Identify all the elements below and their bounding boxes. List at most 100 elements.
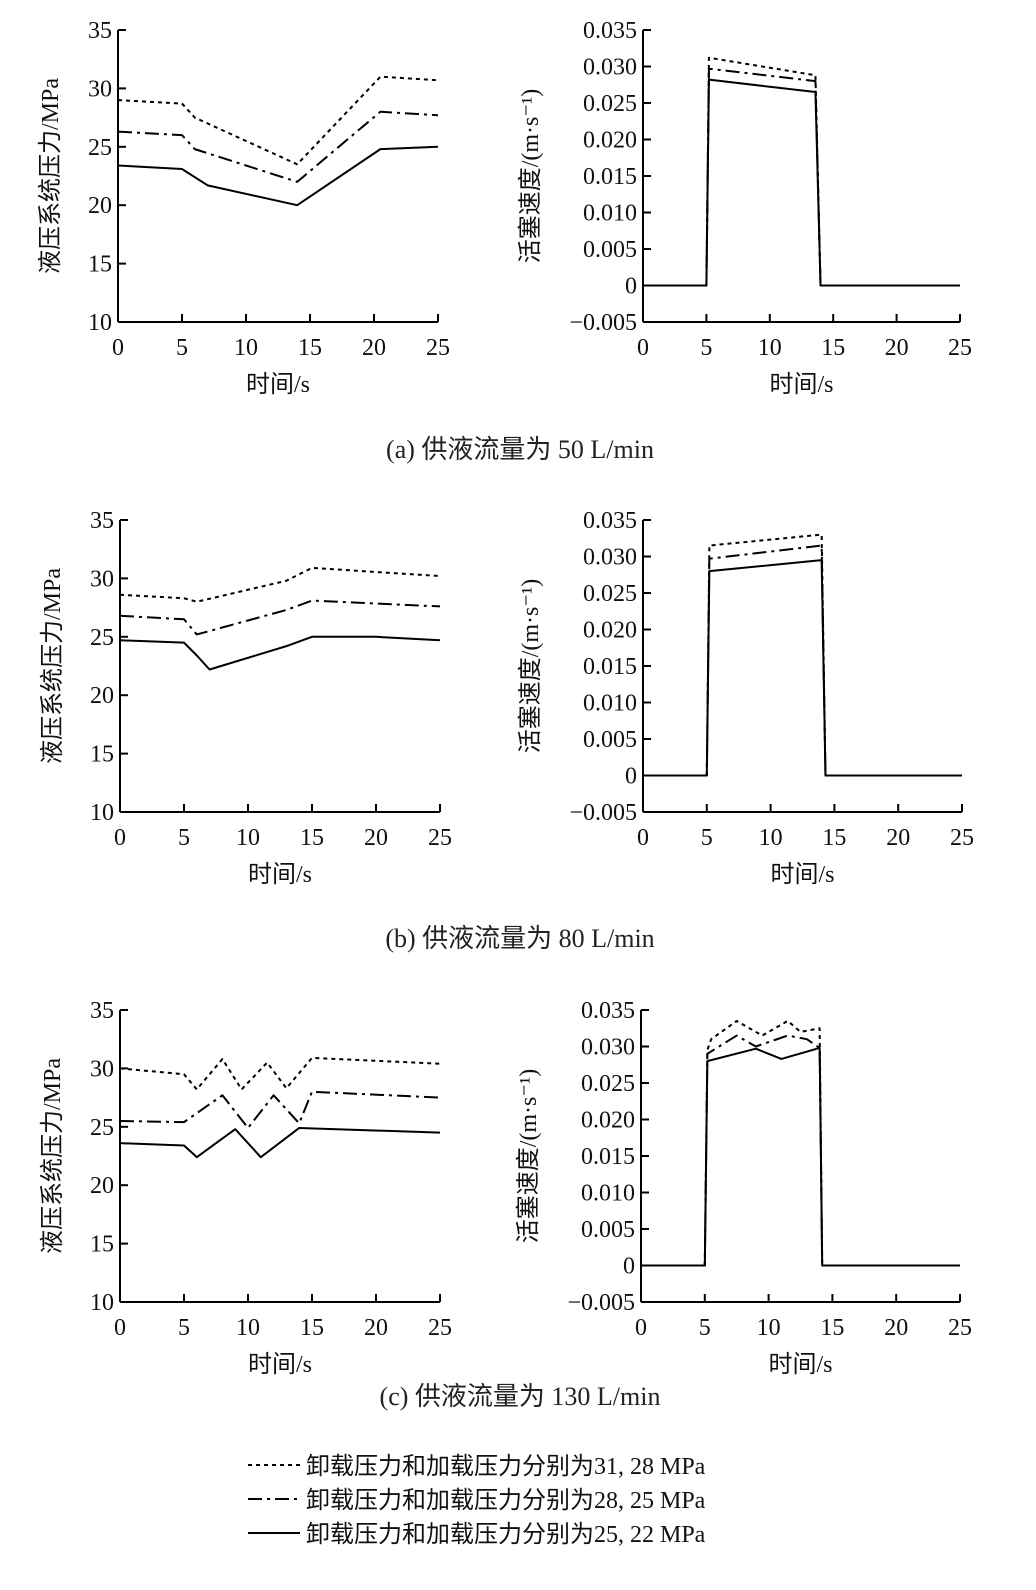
y-tick-label: 15 (90, 1232, 114, 1258)
legend-label: 卸载压力和加载压力分别为25, 22 MPa (306, 1521, 706, 1548)
y-tick-label: 0 (623, 1254, 635, 1280)
x-tick-label: 20 (884, 1315, 908, 1341)
x-tick-label: 0 (637, 825, 649, 851)
x-tick-label: 15 (821, 335, 845, 361)
y-tick-label: 0.030 (583, 545, 637, 571)
y-tick-label: 0.005 (581, 1217, 635, 1243)
x-tick-label: 10 (236, 825, 260, 851)
series-line-dotted (117, 75, 439, 166)
series-line-solid (119, 635, 441, 671)
chart-c-right: −0.00500.0050.0100.0150.0200.0250.0300.0… (515, 998, 972, 1378)
x-tick-label: 5 (178, 825, 190, 851)
y-axis-label: 活塞速度/(m·s⁻¹) (515, 1069, 542, 1244)
y-tick-label: 30 (90, 566, 114, 592)
series-line-dotted (119, 566, 441, 603)
y-tick-label: 0.035 (583, 18, 637, 44)
y-tick-label: 35 (90, 998, 114, 1024)
series-line-dotted (643, 56, 960, 287)
series-line-solid (117, 145, 439, 207)
series-line-dashdot (117, 110, 439, 183)
x-tick-label: 20 (364, 825, 388, 851)
y-tick-label: 0.025 (583, 91, 637, 117)
x-axis-label: 时间/s (248, 861, 312, 888)
subfigure-caption: (b) 供液流量为 80 L/min (385, 924, 654, 953)
y-tick-label: 35 (88, 18, 112, 44)
x-tick-label: 20 (362, 335, 386, 361)
y-tick-label: 0.015 (583, 654, 637, 680)
series-line-dashdot (119, 599, 441, 636)
series-line-dashdot (119, 1090, 441, 1129)
x-tick-label: 5 (178, 1315, 190, 1341)
y-tick-label: 0.005 (583, 727, 637, 753)
y-tick-label: −0.005 (569, 800, 637, 826)
legend: 卸载压力和加载压力分别为31, 28 MPa 卸载压力和加载压力分别为28, 25… (248, 1453, 706, 1548)
y-axis-label: 液压系统压力/MPa (39, 1058, 66, 1254)
y-axis-label: 液压系统压力/MPa (39, 568, 66, 764)
y-tick-label: 15 (90, 742, 114, 768)
x-tick-label: 25 (948, 1315, 972, 1341)
x-tick-label: 15 (820, 1315, 844, 1341)
series-line-dashdot (643, 67, 960, 287)
chart-b-left: 10 15 20 25 30 35 0 5 10 15 20 25 时间/s 液压系统压力/MPa (b) … (39, 508, 655, 953)
y-tick-label: 0.015 (583, 164, 637, 190)
chart-a-left: 10 15 20 25 30 35 0 5 10 15 20 25 时间/s 液压系统压力/MPa (a) … (37, 18, 654, 464)
x-tick-label: 20 (886, 825, 910, 851)
chart-a-right: −0.00500.0050.0100.0150.0200.0250.0300.0… (517, 18, 972, 398)
x-tick-label: 25 (428, 825, 452, 851)
y-tick-label: 0.005 (583, 237, 637, 263)
y-tick-label: 0.030 (583, 55, 637, 81)
series-line-dotted (643, 533, 962, 777)
x-tick-label: 5 (701, 825, 713, 851)
subfigure-caption: (a) 供液流量为 50 L/min (386, 435, 654, 464)
y-tick-label: 30 (90, 1056, 114, 1082)
chart-b-right: −0.00500.0050.0100.0150.0200.0250.0300.0… (517, 508, 974, 888)
y-axis-label: 活塞速度/(m·s⁻¹) (517, 89, 544, 264)
y-tick-label: 0.010 (581, 1181, 635, 1207)
y-tick-label: 0 (625, 274, 637, 300)
series-line-dashdot (641, 1034, 960, 1267)
x-tick-label: 25 (428, 1315, 452, 1341)
x-tick-label: 20 (364, 1315, 388, 1341)
y-tick-label: 0.025 (583, 581, 637, 607)
x-tick-label: 15 (300, 1315, 324, 1341)
x-tick-label: 5 (699, 1315, 711, 1341)
x-tick-label: 0 (114, 825, 126, 851)
y-tick-label: 20 (88, 193, 112, 219)
x-tick-label: 10 (758, 335, 782, 361)
y-tick-label: 0.030 (581, 1035, 635, 1061)
series-line-dashdot (643, 544, 962, 777)
series-line-solid (119, 1126, 441, 1159)
y-tick-label: 10 (90, 1290, 114, 1316)
x-tick-label: 0 (114, 1315, 126, 1341)
x-tick-label: 25 (426, 335, 450, 361)
series-line-dotted (119, 1056, 441, 1091)
y-tick-label: 25 (90, 625, 114, 651)
x-axis-label: 时间/s (246, 371, 310, 398)
x-tick-label: 10 (759, 825, 783, 851)
x-tick-label: 0 (635, 1315, 647, 1341)
y-tick-label: 25 (88, 135, 112, 161)
y-tick-label: 0.025 (581, 1071, 635, 1097)
y-tick-label: 10 (90, 800, 114, 826)
y-tick-label: 0.010 (583, 201, 637, 227)
y-tick-label: 0.015 (581, 1144, 635, 1170)
series-line-dotted (641, 1019, 960, 1267)
x-tick-label: 15 (822, 825, 846, 851)
y-tick-label: 0.035 (583, 508, 637, 534)
y-axis-label: 液压系统压力/MPa (37, 78, 64, 274)
x-tick-label: 10 (234, 335, 258, 361)
x-axis-label: 时间/s (248, 1351, 312, 1378)
series-line-solid (643, 78, 960, 287)
x-tick-label: 10 (236, 1315, 260, 1341)
x-axis-label: 时间/s (769, 371, 833, 398)
x-tick-label: 0 (112, 335, 124, 361)
series-line-solid (641, 1046, 960, 1267)
chart-c-left: 10 15 20 25 30 35 0 5 10 15 20 25 时间/s 液压系统压力/MPa (c) … (39, 998, 660, 1411)
y-tick-label: 25 (90, 1115, 114, 1141)
y-tick-label: 0.020 (583, 128, 637, 154)
y-tick-label: 30 (88, 76, 112, 102)
y-tick-label: 20 (90, 683, 114, 709)
legend-label: 卸载压力和加载压力分别为31, 28 MPa (306, 1453, 706, 1480)
x-tick-label: 10 (757, 1315, 781, 1341)
y-tick-label: −0.005 (567, 1290, 635, 1316)
